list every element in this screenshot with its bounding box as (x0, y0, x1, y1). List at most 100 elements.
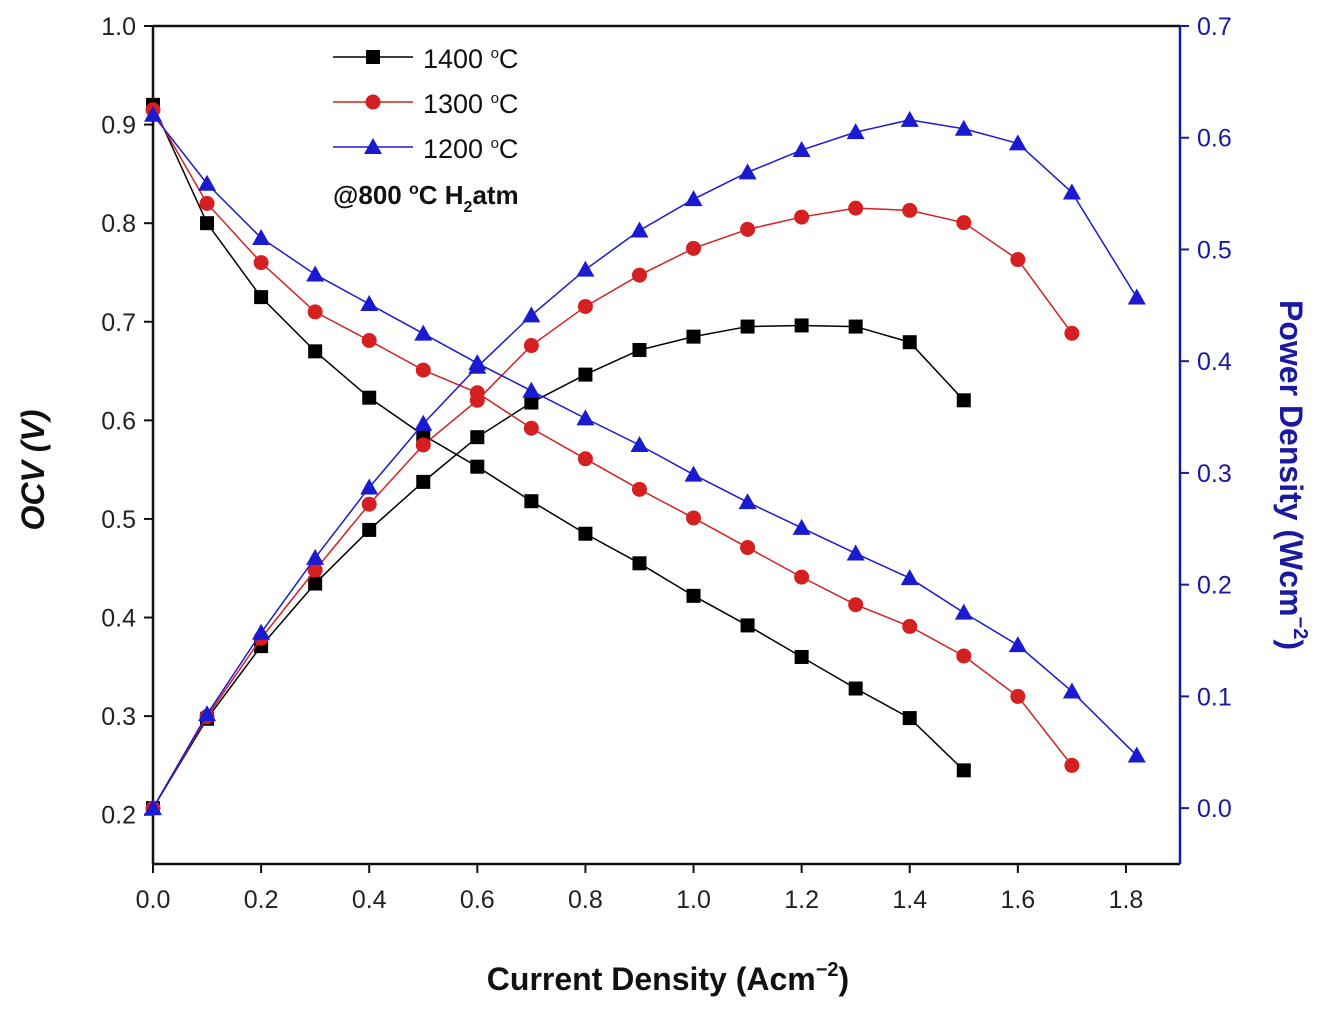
annotation-mid: C H (419, 180, 464, 210)
power-point-1300 (1064, 325, 1080, 341)
y-right-tick-label: 0.0 (1197, 795, 1232, 823)
power-point-1200 (1008, 134, 1027, 151)
legend-label-1400: 1400 oC (423, 44, 518, 74)
voltage-point-1300 (415, 362, 431, 378)
power-line-1300 (152, 207, 1073, 809)
annotation-degree: o (409, 181, 419, 198)
voltage-point-1200 (414, 324, 433, 341)
power-point-1200 (1062, 183, 1081, 200)
power-point-1200 (684, 190, 703, 207)
x-tick-label: 1.2 (784, 886, 819, 914)
y-right-tick-label: 0.5 (1197, 236, 1232, 264)
x-tick-label: 0.6 (460, 886, 495, 914)
voltage-point-1200 (900, 569, 919, 586)
power-point-1300 (902, 202, 918, 218)
voltage-point-1400 (956, 763, 971, 778)
power-point-1300 (361, 496, 377, 512)
x-tick-label: 0.8 (568, 886, 603, 914)
power-point-1200 (198, 705, 217, 722)
voltage-point-1300 (577, 451, 593, 467)
power-line-1400 (152, 324, 965, 809)
legend-unit: C (499, 44, 519, 74)
power-point-1200 (306, 548, 325, 565)
voltage-point-1300 (307, 304, 323, 320)
y-right-tick-label: 0.3 (1197, 460, 1232, 488)
y-left-tick-label: 0.8 (101, 210, 136, 238)
x-axis-label-end: ) (839, 961, 850, 997)
voltage-point-1400 (254, 290, 269, 305)
power-point-1200 (792, 141, 811, 158)
voltage-point-1200 (684, 465, 703, 482)
y-axis-left-label: OCV (V) (15, 410, 51, 531)
y-axis-right-label-sup: −2 (1289, 617, 1311, 640)
legend-label-1300: 1300 oC (423, 89, 518, 119)
x-tick-label: 0.2 (244, 886, 279, 914)
voltage-point-1200 (846, 544, 865, 561)
voltage-point-1200 (1008, 636, 1027, 653)
x-axis-label-main: Current Density (Acm (487, 961, 816, 997)
power-point-1200 (414, 414, 433, 431)
power-point-1200 (144, 799, 162, 816)
legend-unit: C (499, 134, 519, 164)
series-1300 (145, 102, 1080, 816)
annotation-prefix: @800 (333, 180, 409, 210)
voltage-point-1200 (738, 493, 757, 510)
power-point-1200 (846, 123, 865, 140)
voltage-point-1400 (578, 526, 593, 541)
power-point-1400 (416, 474, 431, 489)
power-point-1400 (740, 319, 755, 334)
series-layer (144, 97, 1146, 816)
power-point-1300 (956, 215, 972, 231)
voltage-point-1400 (902, 711, 917, 726)
series-1400 (146, 97, 971, 816)
voltage-point-1200 (144, 105, 162, 122)
y-left-tick-label: 0.7 (101, 309, 136, 337)
power-point-1400 (308, 576, 323, 591)
y-axis-right-label-main: Power Density (Wcm (1273, 300, 1309, 617)
voltage-point-1200 (306, 265, 325, 282)
voltage-point-1400 (470, 459, 485, 474)
power-point-1400 (794, 318, 809, 333)
legend-marker-1400 (366, 50, 380, 64)
legend-degree: o (491, 45, 499, 62)
voltage-line-1400 (152, 104, 965, 771)
power-point-1400 (686, 329, 701, 344)
legend-value: 1200 (423, 134, 491, 164)
voltage-point-1300 (361, 332, 377, 348)
x-axis-label: Current Density (Acm−2) (487, 959, 849, 997)
power-point-1200 (630, 221, 649, 238)
power-point-1200 (576, 260, 595, 277)
tick-layer: 0.0 0.2 0.4 0.6 0.8 1.0 1.2 1.4 1.6 1.8 0.2 0.3 0.4 0… (101, 13, 1232, 914)
power-point-1300 (307, 562, 323, 578)
voltage-point-1300 (253, 255, 269, 271)
voltage-point-1400 (632, 556, 647, 571)
power-point-1400 (848, 319, 863, 334)
y-left-tick-label: 1.0 (101, 13, 136, 41)
power-point-1300 (577, 298, 593, 314)
y-left-tick-label: 0.2 (101, 802, 136, 830)
voltage-point-1300 (1064, 757, 1080, 773)
y-left-tick-label: 0.5 (101, 506, 136, 534)
power-point-1200 (360, 478, 379, 495)
annotation-text: @800 oC H2atm (333, 180, 519, 216)
power-point-1400 (470, 430, 485, 445)
y-right-tick-label: 0.6 (1197, 125, 1232, 153)
legend-value: 1300 (423, 89, 491, 119)
power-point-1200 (1127, 288, 1146, 305)
power-point-1300 (523, 338, 539, 354)
power-point-1300 (631, 267, 647, 283)
voltage-point-1400 (794, 649, 809, 664)
power-point-1200 (522, 306, 541, 323)
voltage-line-1300 (152, 109, 1073, 766)
legend-unit: C (499, 89, 519, 119)
x-tick-label: 1.8 (1109, 886, 1144, 914)
voltage-point-1300 (848, 597, 864, 613)
voltage-point-1400 (848, 681, 863, 696)
voltage-point-1200 (198, 174, 217, 191)
annotation-suffix: atm (472, 180, 518, 210)
voltage-point-1300 (199, 195, 215, 211)
annotation-sub: 2 (464, 199, 473, 216)
power-point-1400 (632, 343, 647, 358)
